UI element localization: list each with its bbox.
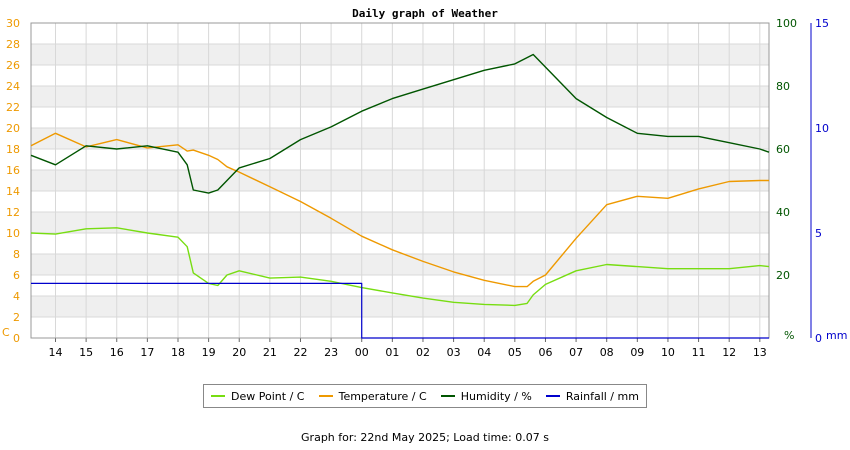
x-tick-label: 08 [600,346,614,359]
y-left-tick-label: 30 [6,17,20,30]
grid-band [31,128,769,149]
x-tick-label: 14 [48,346,62,359]
legend: Dew Point / C Temperature / C Humidity /… [203,384,647,408]
grid-band [31,233,769,254]
x-tick-label: 23 [324,346,338,359]
x-tick-label: 12 [722,346,736,359]
legend-label-humidity: Humidity / % [460,389,532,403]
series-line-humidity [30,53,770,194]
x-tick-label: 13 [753,346,767,359]
y-right-humidity-tick-label: 40 [776,206,790,219]
y-left-tick-label: 14 [6,185,20,198]
y-right-rainfall-unit: mm [826,329,847,342]
legend-item-temperature: Temperature / C [318,389,427,403]
legend-swatch-humidity [440,395,455,397]
y-left-tick-label: 16 [6,164,20,177]
x-tick-label: 19 [202,346,216,359]
y-right-rainfall-tick-label: 15 [815,17,829,30]
x-tick-label: 20 [232,346,246,359]
legend-item-dew-point: Dew Point / C [211,390,304,403]
y-left-tick-label: 26 [6,59,20,72]
legend-swatch-dew-point [211,395,226,397]
series-line-temperature [30,132,769,288]
grid [31,22,769,339]
x-tick-label: 01 [385,346,399,359]
x-tick-label: 16 [110,346,124,359]
y-left-tick-label: 2 [13,311,20,324]
y-right-humidity-tick-label: 80 [776,80,790,93]
x-tick-label: 11 [692,346,706,359]
x-tick-label: 17 [140,346,154,359]
grid-band [31,107,769,128]
grid-band [31,254,769,275]
y-left-tick-label: 20 [6,122,20,135]
footer-status: Graph for: 22nd May 2025; Load time: 0.0… [301,431,549,444]
legend-label-rainfall: Rainfall / mm [565,389,639,403]
y-right-rainfall-tick-label: 0 [815,332,822,345]
grid-band [31,65,769,86]
y-right-humidity-unit: % [784,329,794,342]
grid-band [31,44,769,65]
grid-band [31,191,769,212]
x-tick-label: 15 [79,346,93,359]
y-right-humidity-tick-label: 20 [776,269,790,282]
y-left-tick-label: 12 [6,206,20,219]
legend-item-humidity: Humidity / % [440,389,532,403]
legend-label-dew-point: Dew Point / C [231,389,305,403]
x-tick-label: 18 [171,346,185,359]
grid-band [31,212,769,233]
y-left-tick-label: 0 [13,332,20,345]
y-left-tick-label: 28 [6,38,20,51]
y-right-rainfall-tick-label: 5 [815,227,822,240]
grid-band [31,170,769,191]
chart-title: Daily graph of Weather [352,7,498,20]
x-tick-label: 21 [263,346,277,359]
y-left-tick-label: 10 [6,227,20,240]
x-tick-label: 02 [416,346,430,359]
y-left-tick-label: 4 [13,290,20,303]
grid-band [31,317,769,338]
y-right-rainfall-tick-label: 10 [815,122,829,135]
x-tick-label: 10 [661,346,675,359]
x-tick-label: 03 [447,346,461,359]
grid-band [31,23,769,44]
x-tick-label: 04 [477,346,491,359]
grid-band [31,275,769,296]
x-tick-label: 06 [538,346,552,359]
y-left-tick-label: 22 [6,101,20,114]
x-tick-label: 09 [630,346,644,359]
legend-item-rainfall: Rainfall / mm [545,389,639,403]
y-left-tick-label: 24 [6,80,20,93]
legend-swatch-rainfall [545,395,560,397]
series-line-rainfall [31,282,769,339]
x-tick-label: 07 [569,346,583,359]
x-tick-label: 22 [293,346,307,359]
x-tick-label: 00 [355,346,369,359]
y-left-tick-label: 6 [13,269,20,282]
series-line-dew-point [30,227,770,307]
x-tick-label: 05 [508,346,522,359]
y-left-tick-label: 18 [6,143,20,156]
axes: 14 15 16 17 18 19 20 21 22 23 00 01 02 03 04 05 06 07 08 09… [2,17,847,359]
y-right-humidity-tick-label: 100 [776,17,797,30]
y-right-humidity-tick-label: 60 [776,143,790,156]
y-left-unit: C [2,326,10,339]
y-left-tick-label: 8 [13,248,20,261]
grid-band [31,149,769,170]
grid-band [31,296,769,317]
series-lines [30,53,770,339]
legend-swatch-temperature [318,395,333,397]
legend-label-temperature: Temperature / C [338,389,427,403]
